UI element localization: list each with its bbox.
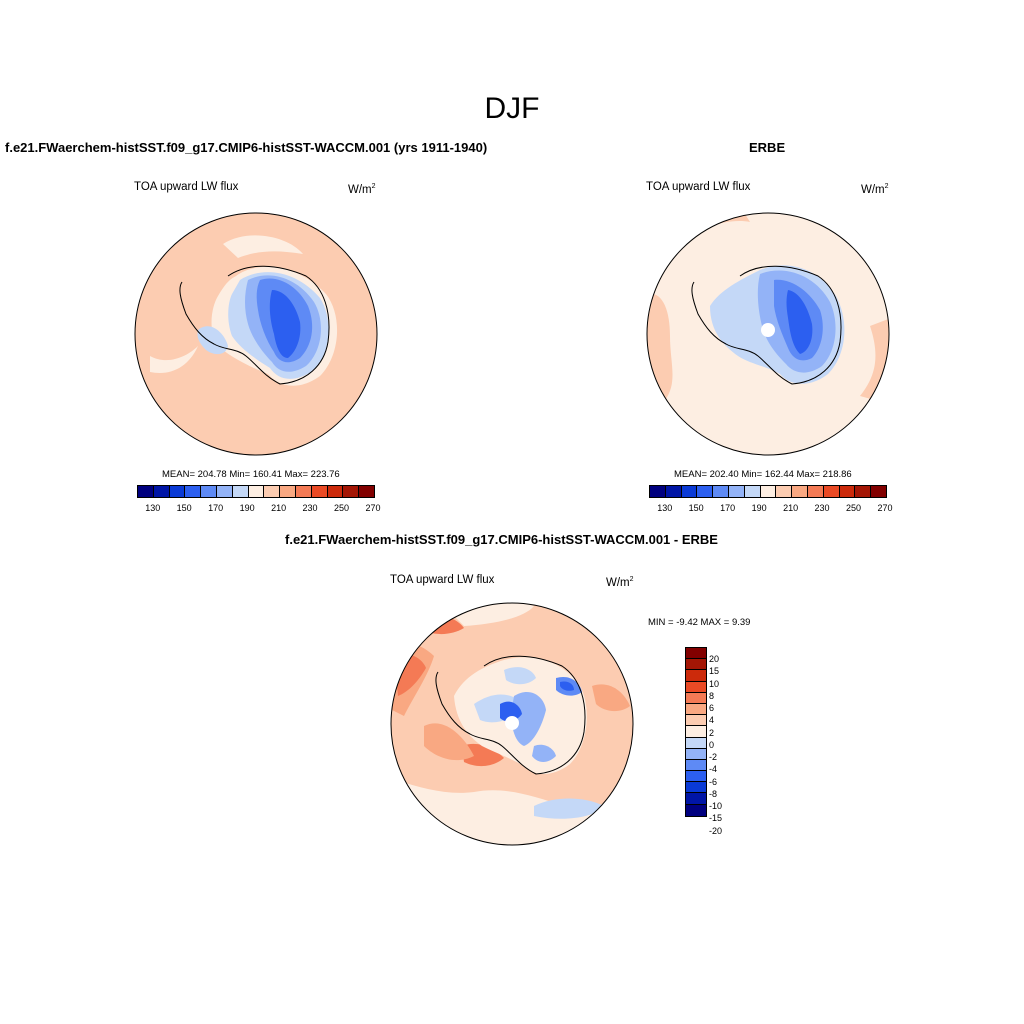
colorbar-swatch xyxy=(686,648,706,660)
colorbar-tick-label: 190 xyxy=(751,503,767,513)
colorbar-tick-label: 0 xyxy=(709,739,715,750)
colorbar-swatch xyxy=(201,486,217,497)
colorbar-swatch xyxy=(169,486,186,497)
colorbar-tick-label: 210 xyxy=(783,503,799,513)
colorbar-swatch xyxy=(327,486,344,497)
colorbar-swatch xyxy=(232,486,249,497)
colorbar-swatch xyxy=(807,486,824,497)
colorbar-swatch xyxy=(650,486,666,497)
colorbar-swatch xyxy=(216,486,233,497)
colorbar-swatch xyxy=(686,692,706,704)
colorbar-tick-label: 230 xyxy=(814,503,830,513)
panel-2-polar-map xyxy=(646,212,890,456)
panel-3-colorbar xyxy=(685,647,707,817)
colorbar-swatch xyxy=(153,486,170,497)
colorbar-swatch xyxy=(185,486,202,497)
colorbar-swatch xyxy=(311,486,328,497)
colorbar-swatch xyxy=(280,486,296,497)
colorbar-swatch xyxy=(871,486,886,497)
colorbar-swatch xyxy=(760,486,777,497)
panel-3-stats: MIN = -9.42 MAX = 9.39 xyxy=(648,617,751,628)
panel-3-title: f.e21.FWaerchem-histSST.f09_g17.CMIP6-hi… xyxy=(285,532,718,547)
colorbar-tick-label: 130 xyxy=(657,503,673,513)
colorbar-swatch xyxy=(744,486,761,497)
panel-1-colorbar xyxy=(137,485,375,498)
colorbar-tick-label: 2 xyxy=(709,727,715,738)
panel-1-units: W/m2 xyxy=(348,183,376,196)
colorbar-swatch xyxy=(792,486,808,497)
panel-3-colorbar-labels: 20 15 10 8 6 4 2 0 -2 -4 -6 -8 -10 -15 -20 xyxy=(709,653,722,837)
colorbar-tick-label: 6 xyxy=(709,703,715,713)
colorbar-swatch xyxy=(665,486,682,497)
colorbar-swatch xyxy=(343,486,360,497)
colorbar-swatch xyxy=(686,726,706,738)
colorbar-tick-label: 170 xyxy=(720,503,736,513)
panel-1-field-label: TOA upward LW flux xyxy=(134,181,239,193)
colorbar-tick-label: 20 xyxy=(709,654,720,664)
colorbar-swatch xyxy=(713,486,729,497)
colorbar-tick-label: 15 xyxy=(709,666,720,677)
colorbar-tick-label: 270 xyxy=(365,503,381,513)
colorbar-swatch xyxy=(359,486,374,497)
panel-3-field-label: TOA upward LW flux xyxy=(390,574,495,586)
panel-2-stats: MEAN= 202.40 Min= 162.44 Max= 218.86 xyxy=(674,469,852,480)
colorbar-swatch xyxy=(264,486,281,497)
colorbar-swatch xyxy=(686,759,706,772)
colorbar-tick-label: 250 xyxy=(334,503,350,513)
colorbar-swatch xyxy=(248,486,265,497)
colorbar-tick-label: 150 xyxy=(688,503,704,513)
colorbar-tick-label: -8 xyxy=(709,788,718,799)
colorbar-swatch xyxy=(686,670,706,682)
colorbar-swatch xyxy=(686,703,706,716)
panel-3-units: W/m2 xyxy=(606,576,634,589)
colorbar-tick-label: 130 xyxy=(145,503,161,513)
colorbar-tick-label: 150 xyxy=(176,503,192,513)
colorbar-swatch xyxy=(295,486,312,497)
colorbar-tick-label: 4 xyxy=(709,715,715,726)
colorbar-tick-label: 190 xyxy=(239,503,255,513)
panel-1-title: f.e21.FWaerchem-histSST.f09_g17.CMIP6-hi… xyxy=(5,140,488,155)
colorbar-tick-label: 10 xyxy=(709,678,720,689)
colorbar-tick-label: -15 xyxy=(709,813,723,824)
colorbar-swatch xyxy=(686,659,706,671)
colorbar-tick-label: -2 xyxy=(709,752,718,762)
colorbar-swatch xyxy=(686,793,706,805)
panel-2-title: ERBE xyxy=(749,140,786,155)
season-title: DJF xyxy=(484,92,540,125)
colorbar-swatch xyxy=(686,715,706,727)
panel-2-field-label: TOA upward LW flux xyxy=(646,181,751,193)
colorbar-tick-label: -6 xyxy=(709,776,718,787)
colorbar-swatch xyxy=(138,486,154,497)
colorbar-tick-label: -20 xyxy=(709,825,723,836)
colorbar-swatch xyxy=(776,486,793,497)
colorbar-swatch xyxy=(686,737,706,749)
panel-1-polar-map xyxy=(134,212,378,456)
colorbar-tick-label: -10 xyxy=(709,801,723,811)
colorbar-tick-label: 250 xyxy=(846,503,862,513)
colorbar-tick-label: 8 xyxy=(709,690,715,701)
panel-2-units: W/m2 xyxy=(861,183,889,196)
colorbar-tick-label: 210 xyxy=(271,503,287,513)
panel-3-polar-map xyxy=(390,602,634,846)
colorbar-swatch xyxy=(681,486,698,497)
panel-1-stats: MEAN= 204.78 Min= 160.41 Max= 223.76 xyxy=(162,469,340,480)
colorbar-tick-label: 230 xyxy=(302,503,318,513)
colorbar-swatch xyxy=(697,486,714,497)
colorbar-tick-label: 170 xyxy=(208,503,224,513)
colorbar-swatch xyxy=(839,486,856,497)
colorbar-swatch xyxy=(686,748,706,760)
colorbar-swatch xyxy=(855,486,872,497)
panel-2-colorbar xyxy=(649,485,887,498)
colorbar-swatch xyxy=(686,782,706,794)
colorbar-tick-label: 270 xyxy=(877,503,893,513)
colorbar-tick-label: -4 xyxy=(709,764,718,775)
colorbar-swatch xyxy=(686,681,706,693)
colorbar-swatch xyxy=(686,804,706,816)
colorbar-swatch xyxy=(823,486,840,497)
colorbar-swatch xyxy=(686,771,706,783)
colorbar-swatch xyxy=(728,486,745,497)
